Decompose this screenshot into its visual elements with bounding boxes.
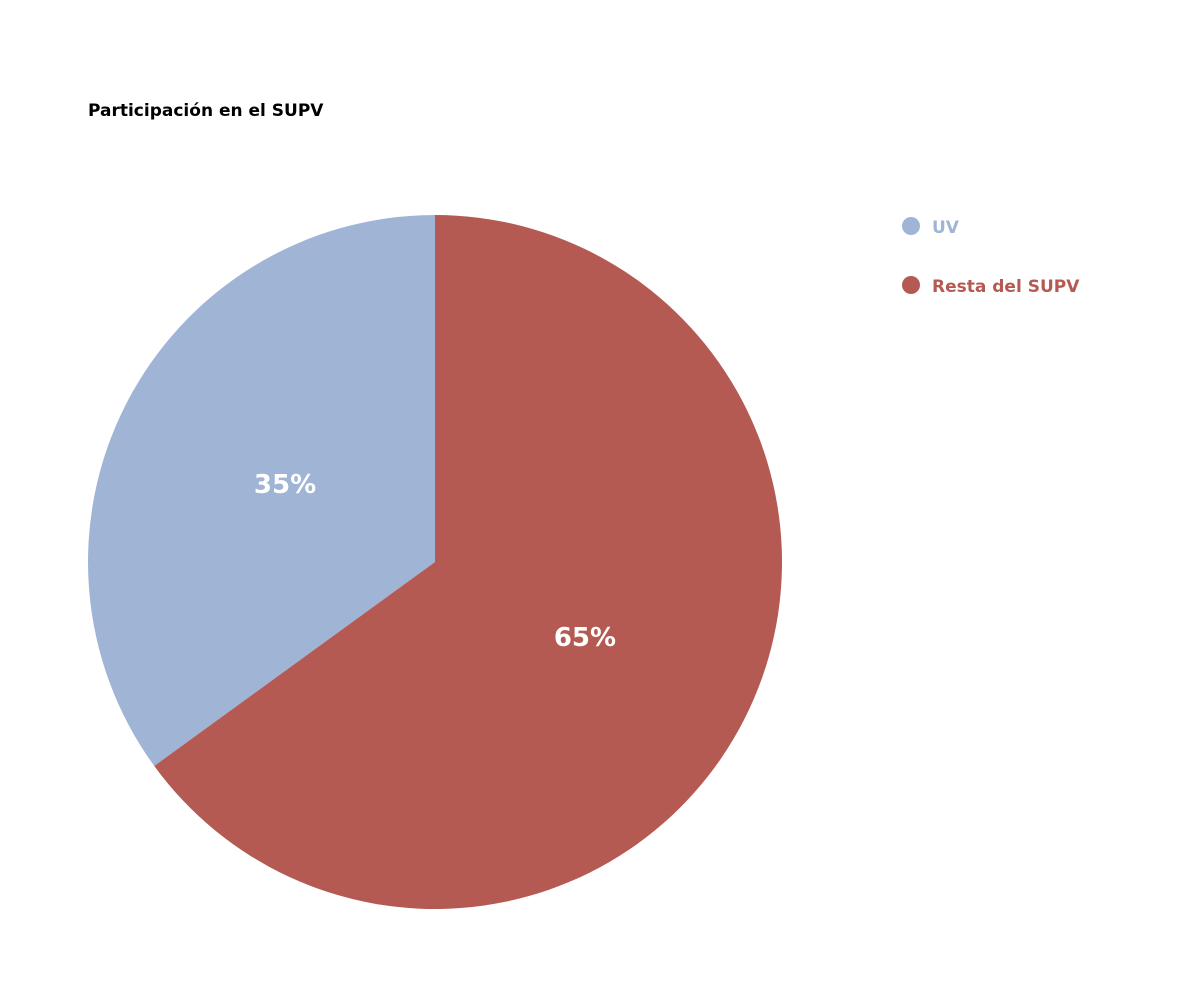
chart-title: Participación en el SUPV [88, 101, 324, 121]
pie-slice [88, 215, 436, 766]
legend-marker [902, 217, 920, 235]
legend-marker [902, 276, 920, 294]
legend-label: Resta del SUPV [932, 277, 1080, 297]
slice-label: 35% [254, 470, 316, 500]
legend-label: UV [932, 218, 960, 238]
slice-label: 65% [554, 623, 616, 653]
pie-slice [154, 215, 783, 910]
